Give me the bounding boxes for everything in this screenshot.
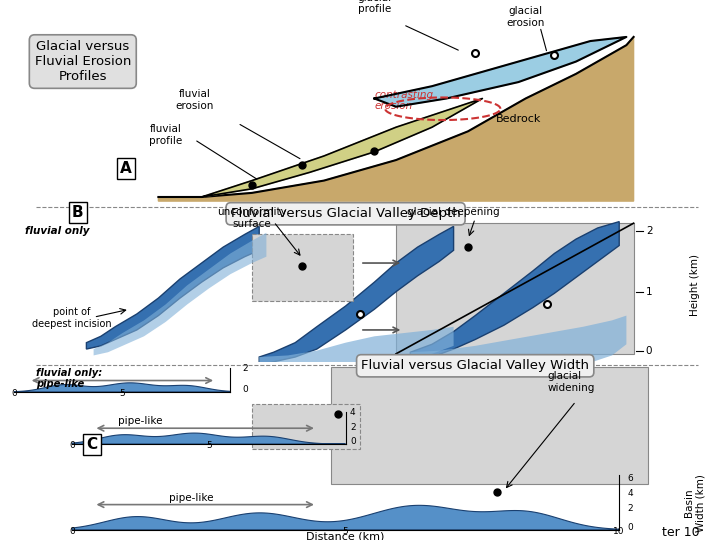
Text: 0: 0 bbox=[628, 523, 634, 532]
Text: 0: 0 bbox=[69, 528, 75, 536]
Text: 2: 2 bbox=[350, 422, 356, 431]
Text: pipe-like: pipe-like bbox=[118, 416, 163, 426]
Text: Bedrock: Bedrock bbox=[495, 114, 541, 124]
Text: 0: 0 bbox=[69, 441, 75, 450]
FancyBboxPatch shape bbox=[252, 404, 360, 449]
Text: contrasting
erosion: contrasting erosion bbox=[374, 90, 433, 111]
FancyBboxPatch shape bbox=[396, 223, 634, 354]
Text: 0: 0 bbox=[12, 389, 17, 397]
Polygon shape bbox=[86, 226, 259, 349]
Text: 2: 2 bbox=[646, 226, 652, 236]
Text: Height (km): Height (km) bbox=[690, 254, 700, 316]
Text: 1: 1 bbox=[646, 287, 652, 296]
Text: C: C bbox=[86, 437, 97, 452]
Polygon shape bbox=[374, 37, 626, 107]
Text: 0: 0 bbox=[350, 437, 356, 446]
Text: fluvial only:
pipe-like: fluvial only: pipe-like bbox=[36, 368, 102, 389]
Polygon shape bbox=[259, 327, 454, 370]
Text: 5: 5 bbox=[120, 389, 125, 397]
Text: glacial
profile: glacial profile bbox=[357, 0, 392, 15]
Text: ter 10: ter 10 bbox=[662, 525, 700, 538]
FancyBboxPatch shape bbox=[252, 234, 353, 301]
Polygon shape bbox=[72, 433, 346, 444]
Text: 5: 5 bbox=[206, 441, 212, 450]
Text: glacial
widening: glacial widening bbox=[547, 372, 595, 393]
Polygon shape bbox=[72, 505, 619, 530]
Text: 5: 5 bbox=[343, 528, 348, 536]
Text: fluvial only: fluvial only bbox=[25, 226, 90, 237]
Text: unconformity
surface: unconformity surface bbox=[217, 207, 287, 229]
Polygon shape bbox=[202, 98, 482, 197]
Polygon shape bbox=[410, 315, 626, 375]
Polygon shape bbox=[259, 226, 454, 365]
Polygon shape bbox=[158, 37, 634, 201]
Text: point of
deepest incision: point of deepest incision bbox=[32, 307, 112, 329]
FancyBboxPatch shape bbox=[331, 367, 648, 484]
Text: 2: 2 bbox=[242, 364, 248, 373]
Polygon shape bbox=[410, 221, 619, 363]
Text: 0: 0 bbox=[646, 346, 652, 356]
Text: 4: 4 bbox=[628, 489, 634, 498]
Text: 6: 6 bbox=[628, 474, 634, 483]
Text: pipe-like: pipe-like bbox=[168, 492, 213, 503]
Text: Basin
Width (km): Basin Width (km) bbox=[684, 474, 706, 532]
Text: glacial
erosion: glacial erosion bbox=[506, 6, 545, 28]
Text: 4: 4 bbox=[350, 408, 356, 417]
Polygon shape bbox=[14, 383, 230, 392]
Text: Fluvial versus Glacial Valley Width: Fluvial versus Glacial Valley Width bbox=[361, 359, 589, 372]
Text: fluvial
profile: fluvial profile bbox=[149, 124, 182, 146]
Polygon shape bbox=[94, 233, 266, 355]
Text: glacial deepening: glacial deepening bbox=[408, 207, 500, 217]
Text: A: A bbox=[120, 161, 132, 176]
Text: 0: 0 bbox=[242, 385, 248, 394]
Text: Distance (km): Distance (km) bbox=[307, 531, 384, 540]
Text: 10: 10 bbox=[613, 528, 625, 536]
Text: 2: 2 bbox=[628, 504, 634, 513]
Text: Fluvial versus Glacial Valley Depth: Fluvial versus Glacial Valley Depth bbox=[230, 207, 461, 220]
Text: fluvial
erosion: fluvial erosion bbox=[175, 89, 214, 111]
Text: B: B bbox=[72, 205, 84, 220]
Text: Glacial versus
Fluvial Erosion
Profiles: Glacial versus Fluvial Erosion Profiles bbox=[35, 40, 131, 83]
